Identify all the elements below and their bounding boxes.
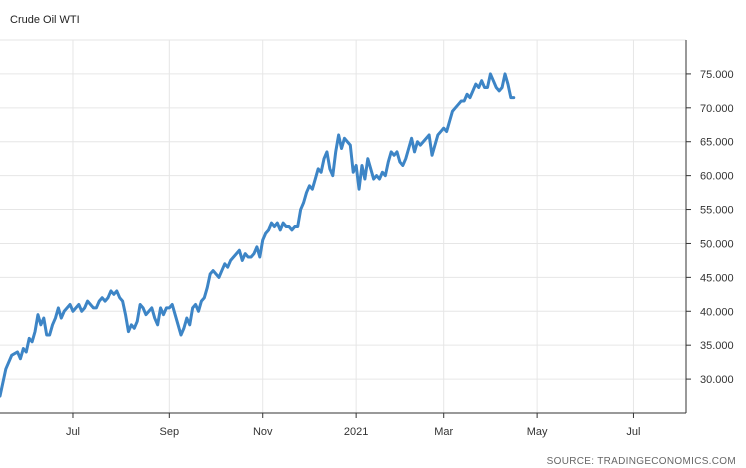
y-tick-label: 40.000	[700, 306, 734, 318]
series-layer	[0, 72, 516, 398]
y-tick-label: 75.000	[700, 69, 734, 81]
y-tick-label: 70.000	[700, 103, 734, 115]
x-tick-labels: Jul Sep Nov 2021 Mar May Jul	[66, 426, 641, 438]
y-tick-label: 30.000	[700, 374, 734, 386]
y-tick-label: 50.000	[700, 238, 734, 250]
y-tick-label: 35.000	[700, 340, 734, 352]
y-tick-label: 60.000	[700, 171, 734, 183]
chart-title: Crude Oil WTI	[10, 14, 80, 26]
y-tick-label: 65.000	[700, 137, 734, 149]
y-tick-label: 45.000	[700, 272, 734, 284]
x-tick-label: Mar	[434, 426, 453, 438]
source-label: SOURCE: TRADINGECONOMICS.COM	[546, 456, 736, 467]
x-tick-label: Nov	[253, 426, 273, 438]
x-tick-label: 2021	[344, 426, 368, 438]
y-tick-labels: 30.000 35.000 40.000 45.000 50.000 55.000 60.0…	[700, 69, 734, 386]
series-line-0	[0, 72, 516, 398]
x-tick-label: Jul	[66, 426, 80, 438]
x-tick-label: May	[527, 426, 548, 438]
grid-lines	[0, 39, 686, 413]
y-tick-label: 55.000	[700, 205, 734, 217]
axes	[0, 40, 691, 418]
x-tick-label: Jul	[626, 426, 640, 438]
x-tick-label: Sep	[160, 426, 180, 438]
